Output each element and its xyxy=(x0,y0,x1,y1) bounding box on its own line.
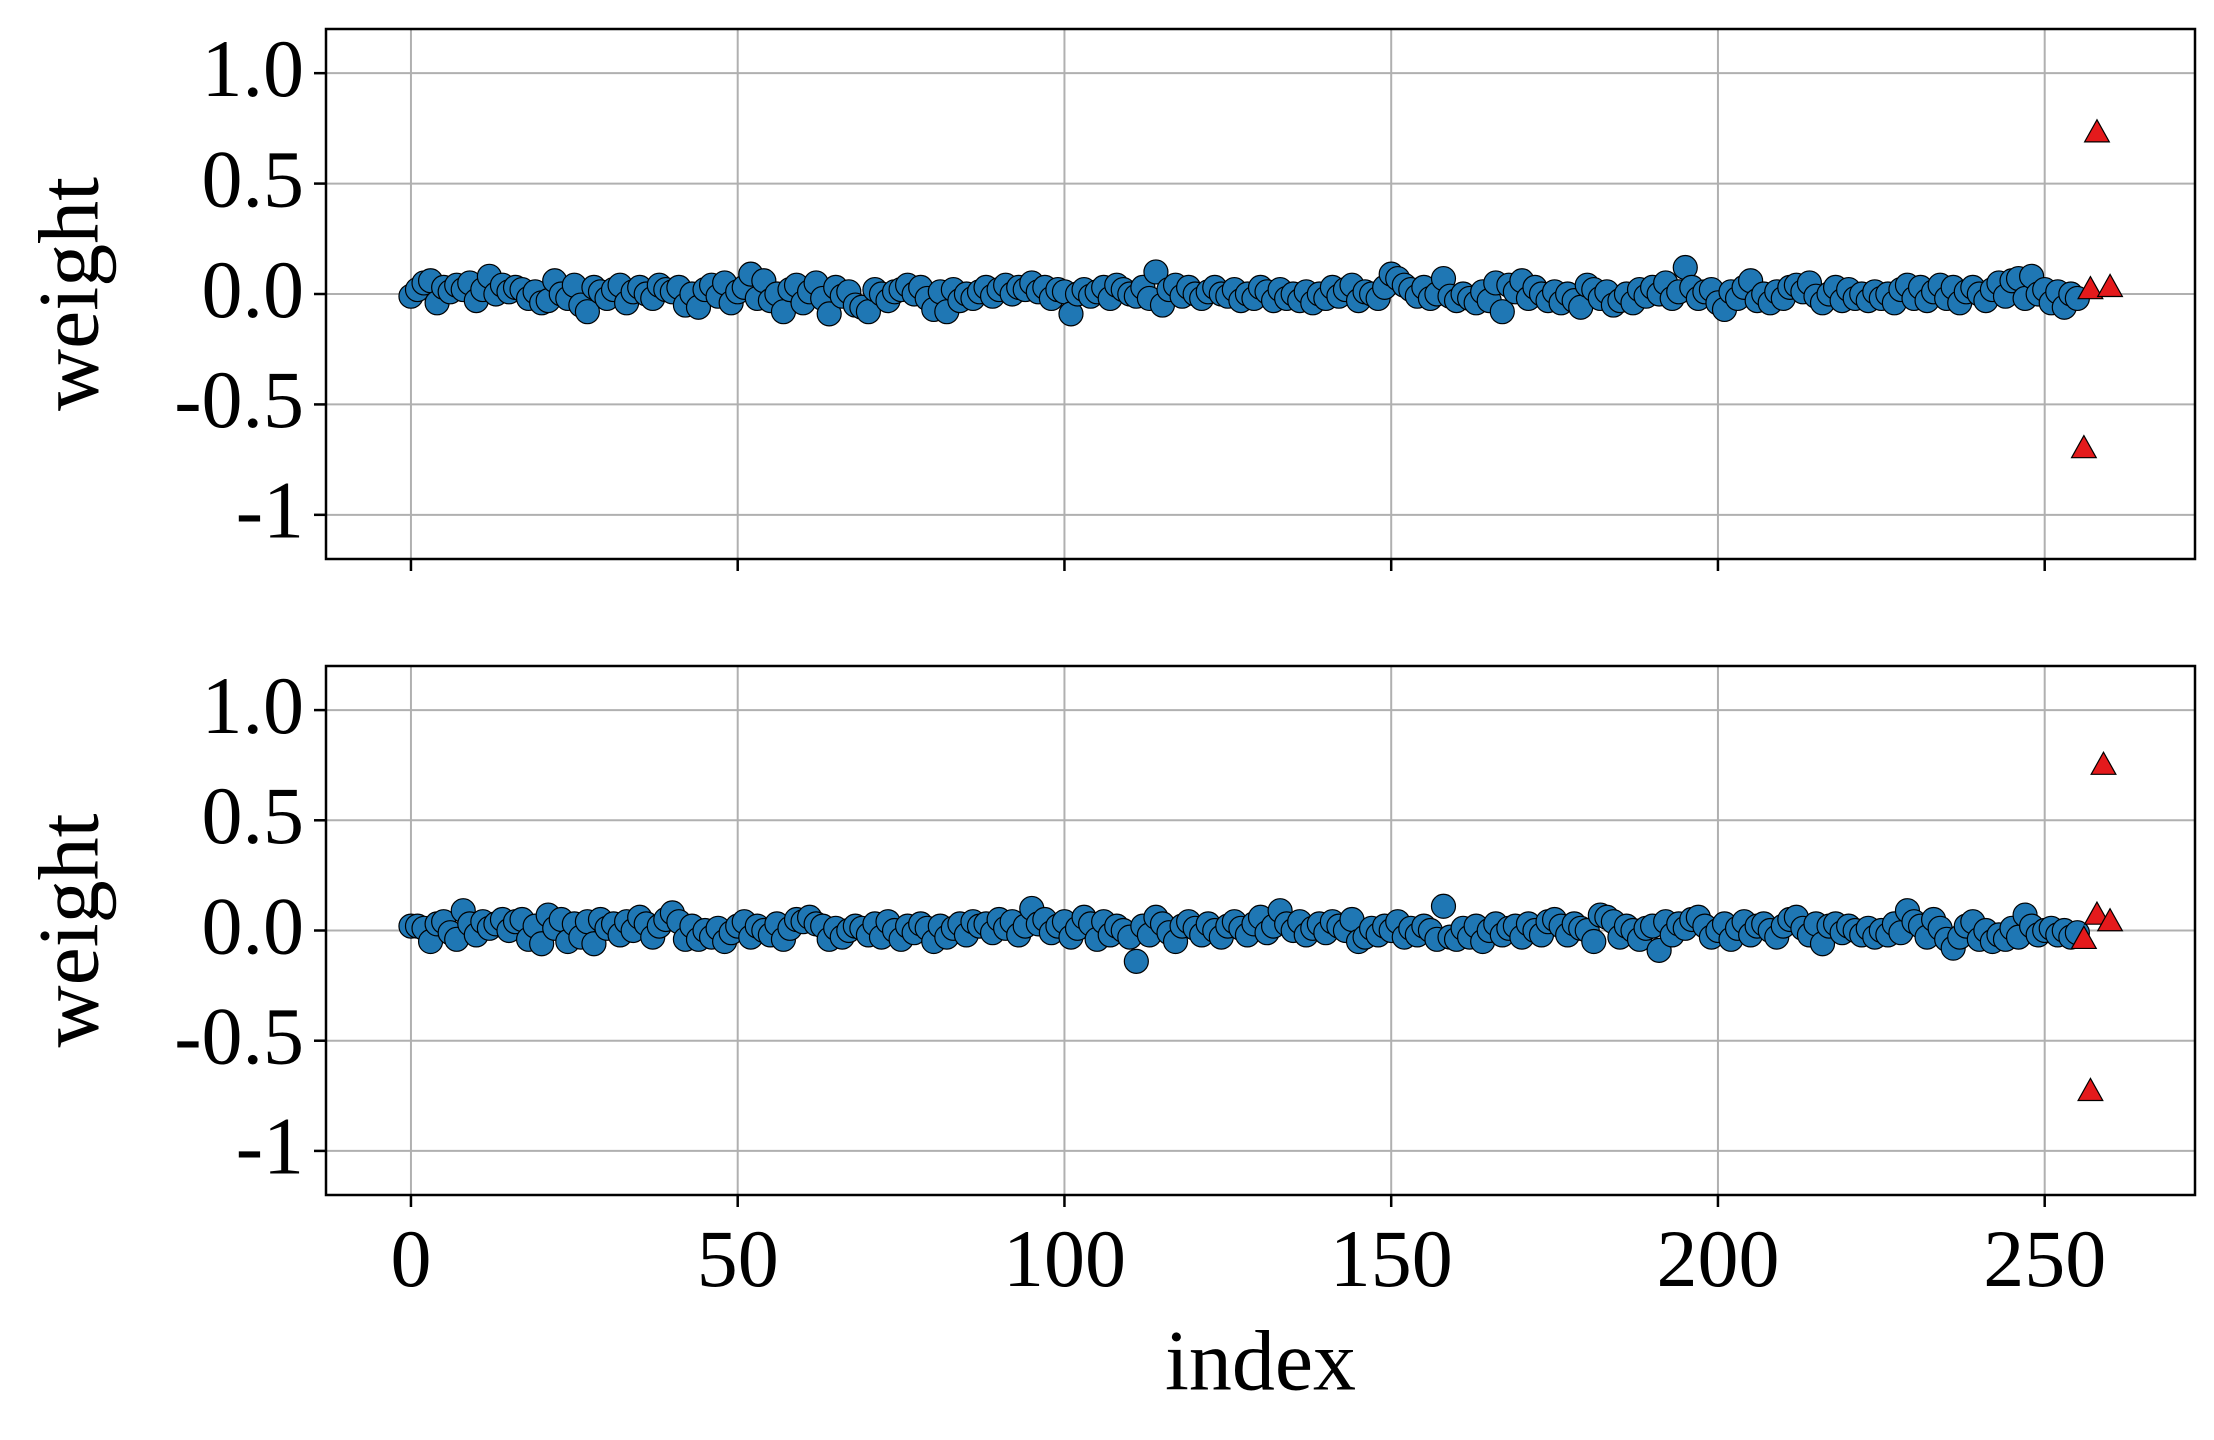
y-tick-label: 1.0 xyxy=(202,23,305,114)
point xyxy=(1581,928,1607,955)
x-tick-label: 200 xyxy=(1656,1213,1779,1304)
y-axis-label: weight xyxy=(21,177,117,411)
x-axis-label: index xyxy=(1165,1313,1356,1409)
x-tick-label: 50 xyxy=(697,1213,779,1304)
y-tick-label: 0.0 xyxy=(202,880,305,971)
triangle-point xyxy=(2096,907,2124,932)
x-tick-label: 250 xyxy=(1983,1213,2106,1304)
y-tick-label: 1.0 xyxy=(202,660,305,751)
y-tick-label: 0.0 xyxy=(202,244,305,335)
triangle-point xyxy=(2083,900,2111,925)
y-tick-label: -0.5 xyxy=(174,354,304,445)
subplot: 0 50 100 150 200 250 1.0 0.5 0.0 -0.5 -1 weight inde… xyxy=(21,660,2197,1409)
point xyxy=(574,299,600,325)
y-tick-label: -1 xyxy=(236,465,304,556)
triangle-point xyxy=(2077,275,2104,300)
y-tick-label: -1 xyxy=(236,1101,304,1192)
triangle-point xyxy=(2070,925,2098,950)
triangle-point xyxy=(2077,1077,2104,1102)
x-tick-label: 150 xyxy=(1330,1213,1453,1304)
y-axis-label: weight xyxy=(21,813,117,1047)
triangle-point xyxy=(2090,750,2117,775)
point xyxy=(1123,948,1149,974)
triangle-point xyxy=(2083,118,2111,143)
triangle-point xyxy=(2096,273,2124,298)
triangle-point xyxy=(2070,434,2098,459)
x-tick-label: 0 xyxy=(390,1213,431,1304)
point xyxy=(1489,299,1515,325)
point xyxy=(1143,259,1169,285)
y-tick-label: 0.5 xyxy=(202,133,305,224)
y-tick-label: 0.5 xyxy=(202,770,305,861)
point xyxy=(1430,893,1457,919)
x-tick-label: 100 xyxy=(1003,1213,1126,1304)
subplot: 1.0 0.5 0.0 -0.5 -1 weight xyxy=(21,23,2197,571)
y-tick-label: -0.5 xyxy=(174,991,304,1082)
point xyxy=(816,301,842,327)
